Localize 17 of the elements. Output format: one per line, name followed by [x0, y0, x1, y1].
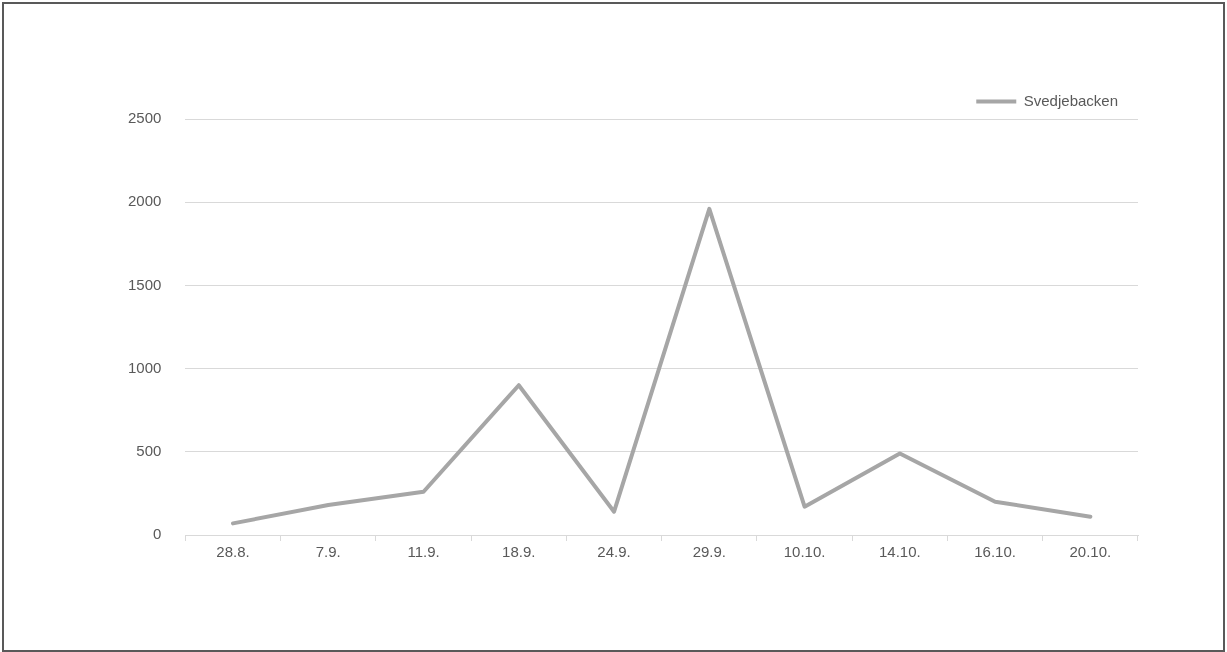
x-tick-label: 10.10.: [783, 543, 826, 561]
x-tick-label: 14.10.: [878, 543, 921, 561]
x-tick-label: 18.9.: [502, 543, 536, 561]
y-tick-label: 0: [153, 525, 162, 543]
x-tick-label: 29.9.: [692, 543, 726, 561]
x-tick-label: 20.10.: [1069, 543, 1112, 561]
y-tick-label: 1500: [127, 275, 162, 293]
x-tick-label: 11.9.: [407, 543, 440, 561]
x-tick-label: 24.9.: [597, 543, 631, 561]
x-tick-label: 7.9.: [315, 543, 341, 561]
legend-label: Svedjebacken: [1023, 91, 1118, 109]
y-tick-label: 1000: [127, 358, 162, 376]
y-tick-label: 2000: [127, 192, 162, 210]
x-tick-label: 16.10.: [974, 543, 1016, 561]
x-tick-label: 28.8.: [216, 543, 250, 561]
y-tick-label: 2500: [127, 109, 162, 127]
y-tick-label: 500: [136, 441, 162, 459]
